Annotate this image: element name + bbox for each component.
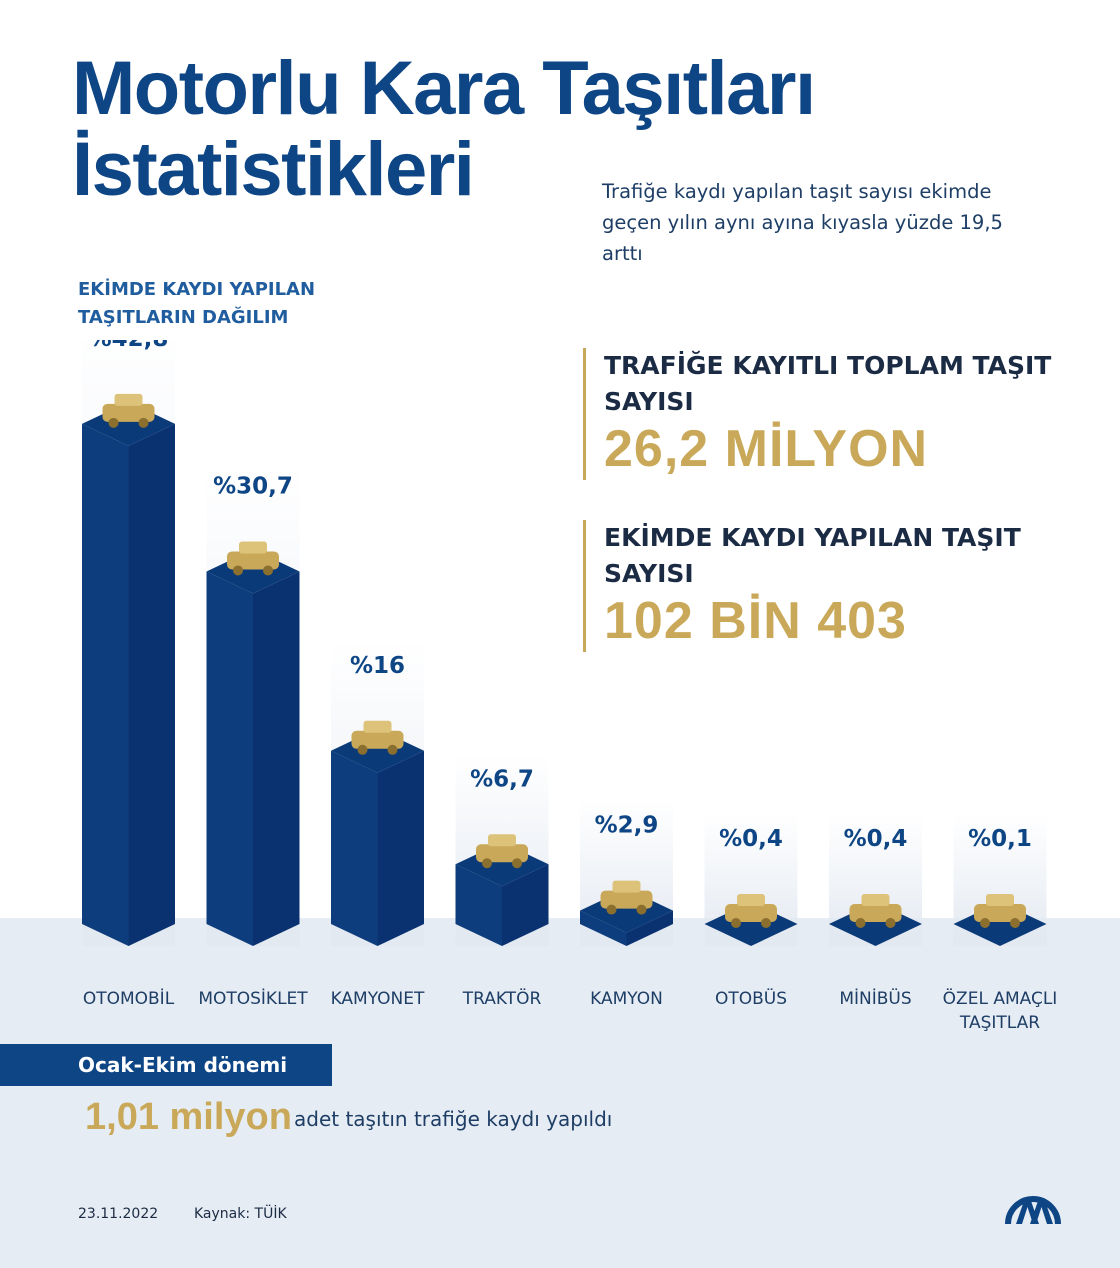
october-registered-label: EKİMDE KAYDI YAPILAN TAŞIT SAYISI [604, 523, 1021, 588]
bar-value-label: %0,4 [844, 826, 908, 852]
wheel-icon [233, 565, 243, 576]
wheel-icon [482, 858, 492, 869]
wheel-icon [855, 918, 866, 928]
bar-category-label: ÖZEL AMAÇLI [943, 987, 1058, 1009]
bar-value-label: %42,8 [89, 340, 169, 352]
bar-group: %0,4 OTOBÜS [704, 814, 798, 1009]
bar-category-label: MİNİBÜS [839, 987, 911, 1009]
car-icon-body [102, 403, 155, 422]
special-vehicle-icon-cabin [986, 894, 1014, 906]
bar-top-face [82, 401, 175, 446]
footer-band [0, 918, 1120, 1268]
bar-category-label: KAMYONET [331, 989, 425, 1009]
bar-left-face [82, 423, 129, 947]
bar-left-face [331, 750, 378, 946]
bar-right-face [502, 864, 549, 946]
wheel-icon [357, 744, 368, 755]
wheel-icon [263, 565, 273, 576]
wheel-icon [1010, 918, 1020, 928]
wheel-icon [138, 417, 149, 428]
special-vehicle-icon-body [974, 904, 1026, 922]
bar-group: %2,9 KAMYON [580, 800, 673, 1009]
bar-right-face [253, 571, 300, 946]
subtitle: Trafiğe kaydı yapılan taşıt sayısı ekimd… [602, 180, 1003, 266]
bar-right-face [377, 750, 424, 946]
date: 23.11.2022 [78, 1206, 159, 1222]
aa-logo-icon [1005, 1196, 1061, 1225]
bar-category-label: OTOMOBİL [83, 988, 175, 1009]
period-value: 1,01 milyon [85, 1096, 292, 1138]
bar-left-face [455, 864, 502, 946]
wheel-icon [980, 918, 990, 928]
bar-group: %0,4 MİNİBÜS [829, 814, 922, 1009]
van-icon-cabin [363, 720, 392, 733]
tractor-icon-cabin [488, 834, 516, 847]
bar-value-label: %0,4 [719, 826, 783, 852]
truck-icon-body [600, 890, 653, 909]
period-text: adet taşıtın trafiğe kaydı yapıldı [294, 1107, 613, 1131]
bus-icon-body [725, 904, 777, 922]
october-registered-value: 102 BİN 403 [604, 592, 907, 650]
minibus-icon-cabin [861, 894, 890, 906]
distribution-heading: EKİMDE KAYDI YAPILAN TAŞITLARIN DAĞILIM [78, 279, 316, 329]
bar-group: %6,7 TRAKTÖR [455, 754, 549, 1009]
bar-category-label: MOTOSİKLET [198, 988, 308, 1009]
bar-group: %0,1 ÖZEL AMAÇLI TAŞITLAR [943, 814, 1058, 1033]
bar-right-face [128, 423, 175, 947]
wheel-icon [636, 904, 647, 915]
bar-right-face [626, 910, 673, 946]
wheel-icon [885, 918, 896, 928]
bar-category-label: TAŞITLAR [959, 1013, 1040, 1033]
period-banner: Ocak-Ekim dönemi [0, 1044, 332, 1086]
bar-value-label: %30,7 [213, 473, 293, 499]
title-line-2: İstatistikleri [72, 127, 475, 213]
tractor-icon-body [476, 844, 528, 863]
bar-left-face [580, 910, 627, 946]
wheel-icon [761, 918, 771, 928]
bar-value-label: %2,9 [595, 813, 659, 839]
truck-icon-cabin [612, 880, 641, 893]
source: Kaynak: TÜİK [194, 1206, 287, 1222]
motorcycle-icon-cabin [239, 541, 267, 554]
bus-icon-cabin [737, 894, 765, 906]
bar-group: %30,7 MOTOSİKLET [198, 461, 308, 1009]
bar-left-face [206, 571, 253, 946]
car-icon-cabin [114, 393, 143, 406]
wheel-icon [512, 858, 522, 869]
page-title: Motorlu Kara Taşıtları İstatistikleri [72, 48, 972, 211]
total-registered-value: 26,2 MİLYON [604, 420, 929, 478]
bar-category-label: KAMYON [590, 989, 663, 1009]
bar-group: %42,8 OTOMOBİL [82, 340, 175, 1009]
wheel-icon [731, 918, 741, 928]
bar-value-label: %6,7 [470, 766, 534, 792]
bar-category-label: OTOBÜS [715, 987, 787, 1009]
total-registered-stat: TRAFİĞE KAYITLI TOPLAM TAŞIT SAYISI 26,2… [583, 348, 1074, 480]
van-icon-body [351, 730, 404, 749]
motorcycle-icon-body [227, 551, 279, 570]
minibus-icon-body [849, 904, 902, 922]
bar-value-label: %16 [350, 653, 405, 679]
wheel-icon [108, 417, 119, 428]
title-line-1: Motorlu Kara Taşıtları [72, 46, 816, 131]
bar-group: %16 KAMYONET [331, 640, 425, 1009]
total-registered-label: TRAFİĞE KAYITLI TOPLAM TAŞIT SAYISI [604, 351, 1052, 416]
bar-value-label: %0,1 [968, 826, 1032, 852]
wheel-icon [606, 904, 617, 915]
distribution-bar-chart: %42,8 OTOMOBİL %30,7 MOTOSİKLET %16 KAMYONET%… [82, 340, 1058, 1033]
bar-category-label: TRAKTÖR [462, 987, 542, 1009]
wheel-icon [387, 744, 398, 755]
october-registered-stat: EKİMDE KAYDI YAPILAN TAŞIT SAYISI 102 Bİ… [583, 520, 1074, 652]
